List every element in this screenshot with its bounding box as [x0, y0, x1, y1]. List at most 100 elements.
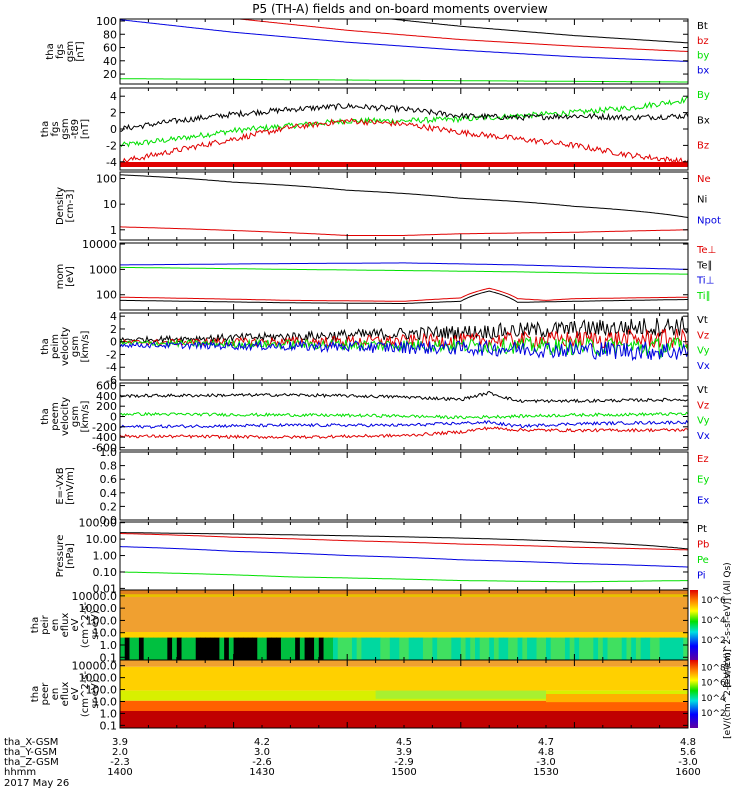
y-tick-label: 10 — [103, 198, 117, 211]
y-tick-label: 0.01 — [93, 582, 118, 595]
y-tick-label: 4 — [110, 90, 117, 103]
legend-black: Ni — [697, 195, 707, 206]
y-axis-label: sr-eV) — [90, 679, 101, 708]
y-tick-label: 1.0 — [100, 639, 118, 652]
y-tick-label: 10000 — [82, 238, 117, 251]
y-tick-label: 10000.0 — [72, 660, 118, 673]
footer-value: 3.9 — [396, 747, 412, 758]
legend-green: Pe — [697, 555, 709, 566]
series-line-green — [120, 78, 688, 83]
series-line-blue — [120, 419, 688, 429]
y-tick-label: 1000.0 — [79, 672, 118, 685]
colorbar-tick-label: 10^8 — [701, 664, 726, 674]
panel-4: Te⊥ Te∥ Ti⊥ Ti∥ 100 1000 10000 mom [eV] — [55, 238, 716, 311]
colorbar-label: [eV/(cm^2-s-sr-eV)] — [723, 649, 733, 739]
y-tick-label: 100.00 — [79, 517, 118, 530]
y-axis-label: velocity — [60, 397, 71, 436]
y-axis-label: tha — [30, 617, 41, 633]
y-tick-label: 1.00 — [93, 550, 118, 563]
y-tick-label: 10.00 — [86, 533, 118, 546]
footer-row-label: tha_X-GSM — [4, 737, 58, 748]
y-axis-label: en — [50, 619, 61, 632]
legend-black: Vt — [697, 315, 708, 326]
legend-blue: bx — [697, 65, 709, 76]
y-tick-label: 100 — [96, 15, 117, 28]
footer-value: -3.0 — [536, 757, 556, 768]
y-tick-label: -2 — [106, 139, 117, 152]
series-line-black — [120, 390, 688, 404]
legend-green: by — [697, 51, 709, 62]
series-line-blue — [120, 19, 688, 62]
y-axis-label: [nT] — [75, 41, 86, 61]
spectrogram — [120, 590, 688, 660]
y-axis-label: eflux — [60, 682, 71, 707]
y-axis-label: fgs — [55, 44, 66, 59]
y-tick-label: 100 — [96, 173, 117, 186]
legend-red: Pb — [697, 540, 709, 551]
series-line-blue — [120, 546, 688, 568]
y-tick-label: 100.0 — [86, 684, 118, 697]
y-axis-label: tha — [40, 408, 51, 424]
series-line-red — [120, 287, 688, 302]
y-axis-label: [km/s] — [80, 400, 91, 432]
y-axis-label: peir — [40, 614, 51, 634]
legend-red: Bz — [697, 141, 709, 152]
y-axis-label: gsm — [65, 41, 76, 62]
y-tick-label: 1000.0 — [79, 602, 118, 615]
y-axis-label: [cm-3] — [65, 189, 76, 222]
legend-green: Ti∥ — [696, 291, 711, 302]
legend-blue: Ex — [697, 495, 709, 506]
y-tick-label: 1.0 — [100, 446, 118, 459]
footer-value: 3.0 — [254, 747, 270, 758]
colorbar-tick-label: 10^6 — [701, 679, 726, 689]
colorbar-tick-label: 10^4 — [701, 694, 726, 704]
y-axis-label: E=-VxB — [55, 467, 66, 504]
series-line-black — [120, 290, 688, 304]
y-tick-label: 0.1 — [100, 651, 118, 664]
y-axis-label: mom — [55, 264, 66, 290]
y-tick-label: 2 — [110, 323, 117, 336]
y-tick-label: 80 — [103, 28, 117, 41]
y-axis-label: [nT] — [80, 119, 91, 139]
y-tick-label: -400 — [92, 431, 117, 444]
legend-blue: Pi — [697, 571, 706, 582]
panel-2: By Bx Bz -4 -2 0 2 4 tha fgs gsm -t89 [nT] — [40, 87, 710, 171]
y-axis-label: [mV/m] — [65, 467, 76, 505]
y-tick-label: 10.0 — [93, 695, 118, 708]
y-axis-label: peer — [40, 682, 51, 706]
legend-blue: Vx — [697, 431, 710, 442]
y-axis-label: tha — [40, 121, 51, 137]
panel-frame — [119, 382, 689, 451]
footer-value: -2.9 — [394, 757, 414, 768]
legend-black: Pt — [697, 524, 707, 535]
y-tick-label: 0 — [110, 123, 117, 136]
series-line-blue — [120, 339, 688, 362]
footer-value: 4.5 — [396, 737, 412, 748]
series-line-red — [234, 19, 688, 52]
legend-green: Ey — [697, 475, 709, 486]
y-tick-label: 0 — [110, 336, 117, 349]
y-axis-label: eV — [70, 618, 81, 631]
y-tick-label: 1.0 — [100, 707, 118, 720]
series-line-red — [120, 328, 688, 350]
colorbar-label: [eV/(cm^2-s-sr-eV)] (All Qs) — [723, 562, 733, 687]
y-tick-label: 200 — [96, 400, 117, 413]
footer-date: 2017 May 26 — [4, 778, 69, 789]
y-tick-label: 4 — [110, 310, 117, 323]
series-line-black — [120, 102, 688, 132]
y-axis-label: tha — [30, 686, 41, 702]
y-tick-label: 0.2 — [100, 500, 118, 513]
legend-red: Vz — [697, 330, 709, 341]
y-axis-label: peim — [50, 334, 61, 359]
footer-value: 1400 — [107, 767, 132, 778]
y-tick-label: 0.8 — [100, 460, 118, 473]
y-tick-label: 1 — [110, 224, 117, 237]
panel-frame — [119, 87, 689, 171]
legend-green: Vy — [697, 346, 710, 357]
y-tick-label: 0.6 — [100, 473, 118, 486]
footer-row-label: hhmm — [4, 767, 36, 778]
